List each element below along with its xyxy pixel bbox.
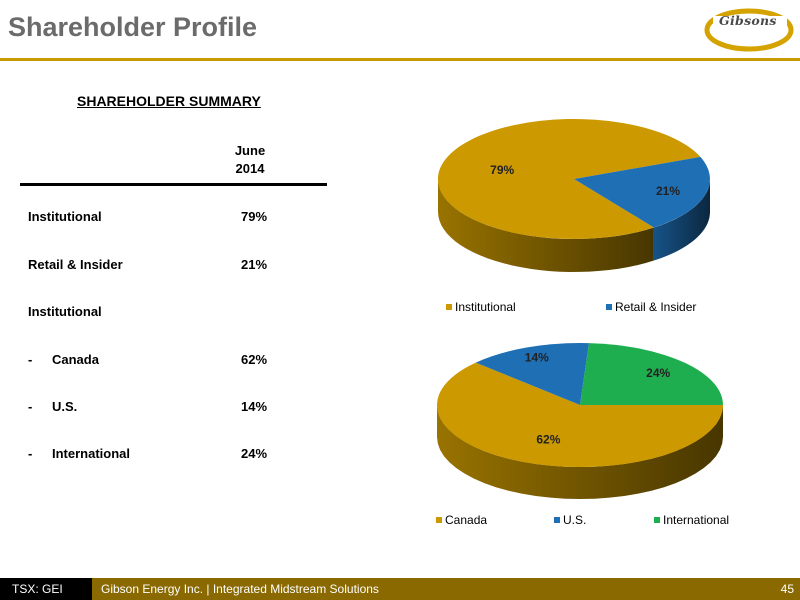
table-row: Institutional 79%	[28, 209, 288, 227]
legend-label: U.S.	[563, 513, 586, 527]
row-label: Canada	[52, 352, 99, 367]
column-header-month: June	[234, 143, 266, 158]
logo-text: Gibsons	[719, 13, 777, 28]
legend-label: International	[663, 513, 729, 527]
pie-slice-canada	[437, 362, 724, 468]
legend-label: Retail & Insider	[615, 300, 696, 314]
pie-slice-retail-insider	[574, 156, 710, 228]
pie-slice-u-s-	[475, 342, 589, 405]
row-value: 79%	[241, 209, 268, 224]
row-label: Institutional	[28, 209, 102, 224]
legend-swatch	[606, 304, 612, 310]
pie-side-institutional	[438, 179, 654, 272]
logo-swoosh	[704, 8, 794, 52]
pie-chart-2: 62% 14% 24% Canada U.S. International	[436, 342, 729, 527]
legend-swatch	[654, 517, 660, 523]
pie-data-label: 24%	[646, 366, 670, 380]
row-dash: -	[28, 446, 33, 461]
legend-swatch	[436, 517, 442, 523]
row-label: International	[52, 446, 131, 461]
row-label: Institutional	[28, 304, 102, 319]
legend-label: Canada	[445, 513, 487, 527]
page-number: 45	[780, 582, 794, 596]
pie-data-label: 79%	[490, 163, 514, 177]
row-value: 24%	[241, 446, 268, 461]
gibsons-logo	[704, 8, 794, 52]
pie-data-label: 21%	[656, 184, 680, 198]
pie-slice-international	[580, 343, 723, 405]
row-value: 62%	[241, 352, 268, 367]
row-label: U.S.	[52, 399, 78, 414]
logo-text-backdrop	[713, 16, 787, 32]
row-value: 21%	[241, 257, 268, 272]
pie-data-label: 62%	[536, 433, 560, 447]
row-dash: -	[28, 352, 33, 367]
table-row: Retail & Insider 21%	[28, 257, 288, 275]
table-row: Institutional	[28, 304, 288, 322]
pie-side-canada	[437, 405, 723, 499]
pie-chart-1: 79% 21% Institutional Retail & Insider	[437, 118, 710, 314]
pie-data-label: 14%	[525, 351, 549, 365]
pie-slice-institutional	[437, 118, 701, 239]
row-dash: -	[28, 399, 33, 414]
row-label: Retail & Insider	[28, 257, 123, 272]
column-header-year: 2014	[235, 161, 265, 176]
summary-heading: SHAREHOLDER SUMMARY	[77, 93, 261, 109]
row-value: 14%	[241, 399, 268, 414]
footer-bar	[0, 578, 800, 600]
footer-text: Gibson Energy Inc. | Integrated Midstrea…	[101, 582, 379, 596]
footer-ticker: TSX: GEI	[0, 578, 92, 600]
table-row: - International 24%	[28, 446, 288, 464]
legend-swatch	[554, 517, 560, 523]
legend-label: Institutional	[455, 300, 516, 314]
table-row: - U.S. 14%	[28, 399, 288, 417]
slide-title: Shareholder Profile	[8, 12, 258, 42]
pie-side-retail-insider	[653, 179, 710, 261]
table-divider	[20, 183, 327, 186]
table-row: - Canada 62%	[28, 352, 288, 370]
legend-swatch	[446, 304, 452, 310]
title-divider	[0, 58, 800, 61]
